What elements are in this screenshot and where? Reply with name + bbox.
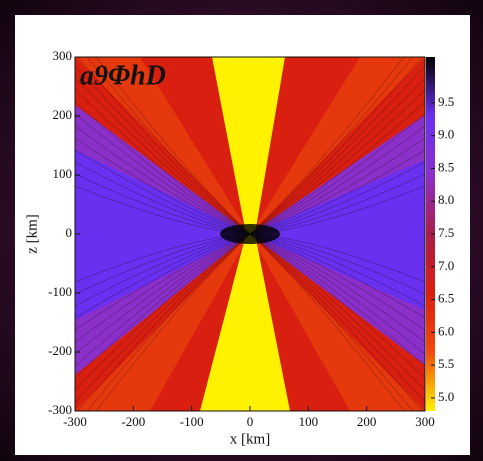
colorbar (426, 57, 435, 411)
x-tick-label: -200 (121, 414, 145, 429)
y-tick-label: -100 (48, 284, 72, 299)
field-region (75, 234, 425, 411)
x-tick-label: -300 (63, 414, 87, 429)
colorbar-tick-label: 7.5 (438, 225, 454, 240)
y-tick-label: 100 (53, 166, 73, 181)
x-tick-label: 300 (415, 414, 435, 429)
colorbar-tick-label: 7.0 (438, 258, 454, 273)
x-tick-label: 200 (357, 414, 377, 429)
x-tick-label: 100 (299, 414, 319, 429)
chart-title: a9ΦhD (80, 60, 166, 91)
x-tick-label: 0 (247, 414, 254, 429)
field-region (75, 150, 425, 320)
colorbar-tick-label: 8.0 (438, 192, 454, 207)
colorbar-tick-label: 9.5 (438, 94, 454, 109)
field-region (75, 105, 425, 375)
y-axis-label: z [km] (24, 214, 40, 254)
colorbar-tick-label: 8.5 (438, 159, 454, 174)
y-tick-label: -200 (48, 343, 72, 358)
colorbar-tick-label: 5.5 (438, 356, 454, 371)
heatmap-field (75, 57, 425, 411)
y-tick-label: 0 (66, 225, 73, 240)
y-tick-label: -300 (48, 402, 72, 417)
colorbar-tick-label: 6.5 (438, 291, 454, 306)
y-tick-label: 300 (53, 48, 73, 63)
y-tick-label: 200 (53, 107, 73, 122)
x-axis-label: x [km] (230, 431, 270, 447)
field-jet (200, 57, 290, 411)
field-region (75, 57, 425, 234)
contour (95, 233, 405, 411)
colorbar-tick-label: 9.0 (438, 127, 454, 142)
colorbar-tick-label: 6.0 (438, 323, 454, 338)
colorbar-tick-label: 5.0 (438, 389, 454, 404)
x-tick-label: -100 (180, 414, 204, 429)
